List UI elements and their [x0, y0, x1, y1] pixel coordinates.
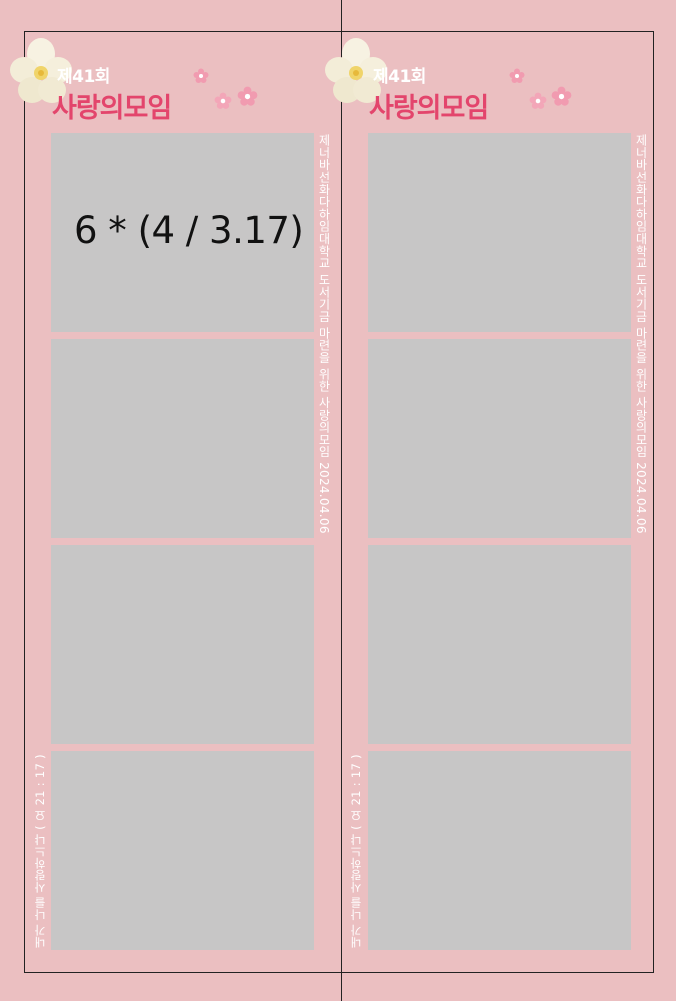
photo-slot-3 [368, 545, 631, 744]
flower-icon [325, 38, 387, 103]
bottom-caption: 내가 나를 사랑하느냐 ( 요 21 : 17 ) [349, 754, 363, 948]
photo-slot-4 [368, 751, 631, 950]
fold-line [341, 0, 342, 1001]
episode-label: 제41회 [57, 67, 110, 87]
blossom-icon [509, 68, 525, 83]
side-caption: 제너바선화다하임대학교 도서기금 마련을 위한 사랑의모임 2024.04.06 [317, 134, 331, 534]
photo-slot-1 [368, 133, 631, 332]
photo-strip-left: 제41회 사랑의모임 제너바선화다하임대학교 도서기금 마련을 위한 사랑의모임… [10, 38, 331, 950]
photo-slot-2 [51, 339, 314, 538]
blossom-icon [551, 86, 572, 106]
blossom-icon [237, 86, 258, 106]
photo-strip-right: 제41회 사랑의모임 제너바선화다하임대학교 도서기금 마련을 위한 사랑의모임… [325, 0, 676, 1001]
event-title: 사랑의모임 [52, 93, 172, 124]
bottom-caption: 내가 나를 사랑하느냐 ( 요 21 : 17 ) [33, 754, 47, 948]
photo-slot-4 [51, 751, 314, 950]
episode-label: 제41회 [373, 67, 426, 87]
blossom-icon [214, 92, 232, 109]
photo-slot-2 [368, 339, 631, 538]
side-caption: 제너바선화다하임대학교 도서기금 마련을 위한 사랑의모임 2024.04.06 [634, 134, 648, 534]
photo-slot-1 [51, 133, 314, 332]
event-title: 사랑의모임 [369, 93, 489, 124]
photo-slot-3 [51, 545, 314, 744]
blossom-icon [529, 92, 547, 109]
flower-icon [10, 38, 72, 103]
size-formula: 6 * (4 / 3.17) [74, 209, 304, 252]
blossom-icon [193, 68, 209, 83]
